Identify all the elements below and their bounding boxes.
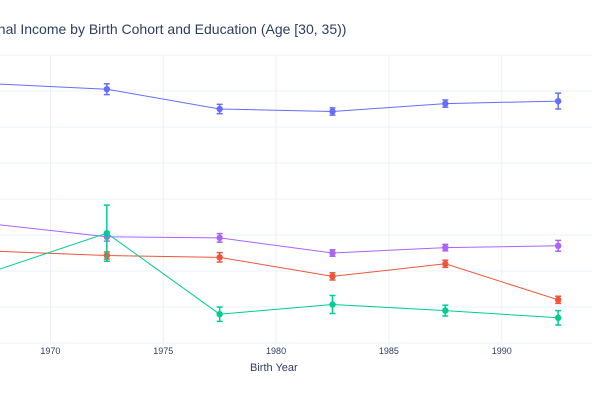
data-point <box>103 86 111 93</box>
data-point <box>554 314 562 321</box>
series-2 <box>0 250 562 305</box>
data-point <box>442 244 449 251</box>
x-tick-label: 1980 <box>266 346 286 356</box>
series-1 <box>0 224 562 257</box>
x-tick-labels: 1970 1975 1980 1985 1990 <box>40 346 511 356</box>
data-point <box>442 260 449 267</box>
data-point <box>216 311 223 318</box>
series-line <box>0 224 559 254</box>
data-point <box>329 301 336 308</box>
data-point <box>329 273 336 280</box>
series-line <box>0 250 559 301</box>
data-point <box>216 254 223 261</box>
data-point <box>329 108 336 115</box>
data-point <box>103 230 111 237</box>
x-tick-label: 1970 <box>40 346 60 356</box>
chart-title: onal Income by Birth Cohort and Educatio… <box>0 21 347 37</box>
x-tick-label: 1975 <box>153 346 173 356</box>
series-line <box>0 83 559 113</box>
data-point <box>554 242 562 249</box>
plot-area <box>0 83 562 326</box>
data-point <box>554 296 562 303</box>
series-line <box>0 232 559 319</box>
data-point <box>442 100 449 107</box>
series-0 <box>0 83 562 116</box>
data-point <box>554 97 562 105</box>
x-axis-label: Birth Year <box>250 362 298 374</box>
data-point <box>442 307 449 314</box>
x-tick-label: 1990 <box>492 346 512 356</box>
series-3 <box>0 204 562 326</box>
gridlines <box>0 54 592 344</box>
x-tick-label: 1985 <box>379 346 399 356</box>
data-point <box>216 234 223 242</box>
data-point <box>329 249 336 257</box>
data-point <box>216 105 223 113</box>
